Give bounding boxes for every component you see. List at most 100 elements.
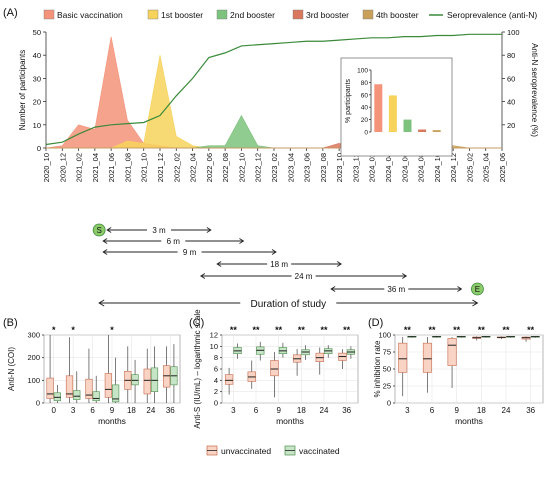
y-tick-label: 300 [27,331,40,340]
x-tick-label: 2020_12 [58,153,67,182]
legend-label-2: 2nd booster [230,10,275,20]
x-tick-label: 36 [342,406,351,415]
interval-label-bg [147,224,171,235]
study-label-bg [240,296,337,309]
seroprevalence-line [45,33,502,146]
y-tick-label: 0 [387,399,391,408]
interval-arrow-left [102,238,108,244]
interval-arrow-right [239,238,245,244]
x-tick-label: 2023_12 [351,153,360,182]
significance-mark: ** [404,325,412,335]
x-tick-label: 2023_04 [286,153,295,182]
interval-arrow-left [216,261,222,267]
legend-label-0: Basic vaccination [57,10,123,20]
y-tick-label: 2 [214,387,218,396]
significance-mark: ** [298,325,306,335]
y-tick-label: 50 [33,28,41,37]
x-tick-label: 18 [297,406,306,415]
legend-label-1: 1st booster [161,10,203,20]
x-tick-label: 2023_06 [303,153,312,182]
box-unvaccinated [270,360,279,377]
y2-tick-label: 60 [507,74,515,83]
x-tick-label: 2021_08 [123,153,132,182]
legend-label: unvaccinated [221,446,271,456]
inset-bar [418,129,427,132]
x-tick-label: 2025_02 [465,153,474,182]
interval-arrow-left [330,286,336,292]
legend-swatch-0 [43,9,55,20]
y2-tick-label: 20 [507,121,515,130]
x-tick-label: 2024_08 [417,153,426,182]
inset-tick-label: 80 [361,80,369,87]
interval-label-bg [291,270,316,281]
significance-mark: * [110,325,114,335]
x-tick-label: 2022_02 [172,153,181,182]
inset-bar [374,84,383,132]
interval-label-bg [177,246,202,257]
interval-label: 6 m [167,237,181,246]
x-tick-label: 24 [502,406,511,415]
box-unvaccinated [422,342,432,373]
y-tick-label: 25 [383,382,391,391]
panel-a-plot: 0 10 20 30 40 50 20 40 60 80 100 Number of particip… [18,28,539,182]
box-unvaccinated [85,378,93,399]
x-tick-label: 2024_12 [449,153,458,182]
study-duration-label: Duration of study [250,299,326,310]
x-tick-label: 36 [526,406,535,415]
significance-mark: ** [453,325,461,335]
box-unvaccinated [143,368,151,395]
interval-arrow-right [336,261,342,267]
box-vaccinated [73,390,81,400]
legend-label-3: 3rd booster [306,10,349,20]
study-arrow-left [98,299,105,307]
significance-mark: ** [343,325,351,335]
panel-d: (D) 0 25 50 75 100 3 ** 6 ** 9 ** 18 ** 24 ** 36 ** months… [368,317,544,426]
box-vaccinated [112,384,120,403]
interval-label: 3 m [152,226,166,235]
y-tick-label: 10 [33,121,41,130]
start-marker [92,223,106,237]
inset-bar [432,130,441,132]
y-tick-label: 75 [383,348,391,357]
interval-arrow-right [457,286,463,292]
inset-bar [403,119,412,132]
box-unvaccinated [398,342,408,373]
significance-mark: ** [478,325,486,335]
y2-tick-label: 40 [507,98,515,107]
significance-mark: * [52,325,56,335]
box-vaccinated [131,374,139,386]
panel-b: (B) 0 100 200 300 0 * 3 * 6 9 * 18 24 36 months Anti-N (… [3,317,181,426]
box-vaccinated [92,391,100,402]
x-tick-label: 2022_10 [237,153,246,182]
x-tick-label: 24 [146,406,155,415]
legend-swatch-3 [292,9,304,20]
interval-label-bg [384,283,409,294]
inset-tick-label: 100 [357,68,368,75]
y-tick-label: 100 [27,376,40,385]
x-tick-label: 2022_06 [205,153,214,182]
y-axis-label: Anti-S (IU/mL) – logarithmic scale [193,309,202,429]
x-tick-label: 24 [320,406,329,415]
y-tick-label: 4 [214,376,218,385]
legend-label-4: 4th booster [376,10,419,20]
legend-swatch-4 [362,9,374,20]
x-tick-label: 6 [90,406,95,415]
inset-tick-label: 20 [361,117,369,124]
box-vaccinated [53,392,61,402]
y-tick-label: 0 [214,399,218,408]
x-tick-label: 2020_10 [42,153,51,182]
x-tick-label: 2021_10 [140,153,149,182]
interval-arrow-left [102,249,108,255]
x-tick-label: 2024_04 [384,153,393,182]
y-tick-label: 40 [33,51,41,60]
box-unvaccinated [65,375,74,398]
legend-swatch-2 [216,9,228,20]
y-axis-label: % inhibition rate [373,340,382,397]
x-axis-label: months [98,416,126,426]
x-tick-label: 36 [166,406,175,415]
x-axis-label: months [455,416,483,426]
significance-mark: ** [230,325,238,335]
legend-label-5: Seroprevalence (anti-N) [447,10,537,20]
box-unvaccinated [46,377,54,399]
